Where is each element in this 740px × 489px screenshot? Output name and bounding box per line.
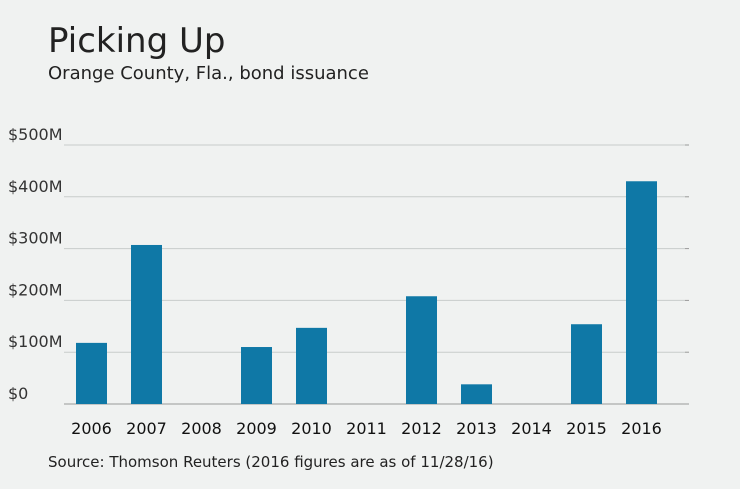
bar — [571, 324, 602, 404]
bar — [626, 181, 657, 404]
y-tick-label: $400M — [8, 177, 63, 196]
x-tick-label: 2010 — [291, 419, 332, 438]
x-tick-label: 2014 — [511, 419, 552, 438]
x-tick-label: 2007 — [126, 419, 167, 438]
bar — [131, 244, 162, 404]
y-tick-label: $0 — [8, 384, 28, 403]
bar — [241, 347, 272, 404]
bar — [76, 342, 107, 404]
bar — [406, 296, 437, 404]
x-tick-label: 2015 — [566, 419, 607, 438]
chart-subtitle: Orange County, Fla., bond issuance — [48, 63, 369, 84]
x-tick-label: 2011 — [346, 419, 387, 438]
y-tick-label: $100M — [8, 332, 63, 351]
x-tick-label: 2008 — [181, 419, 222, 438]
bar — [296, 327, 327, 404]
y-tick-label: $300M — [8, 229, 63, 248]
bar — [461, 384, 492, 404]
x-tick-label: 2013 — [456, 419, 497, 438]
x-tick-label: 2009 — [236, 419, 277, 438]
source-note: Source: Thomson Reuters (2016 figures ar… — [48, 453, 494, 471]
y-tick-label: $500M — [8, 125, 63, 144]
x-tick-label: 2016 — [621, 419, 662, 438]
chart-title: Picking Up — [48, 21, 225, 61]
x-tick-label: 2012 — [401, 419, 442, 438]
x-tick-label: 2006 — [71, 419, 112, 438]
y-tick-label: $200M — [8, 280, 63, 299]
